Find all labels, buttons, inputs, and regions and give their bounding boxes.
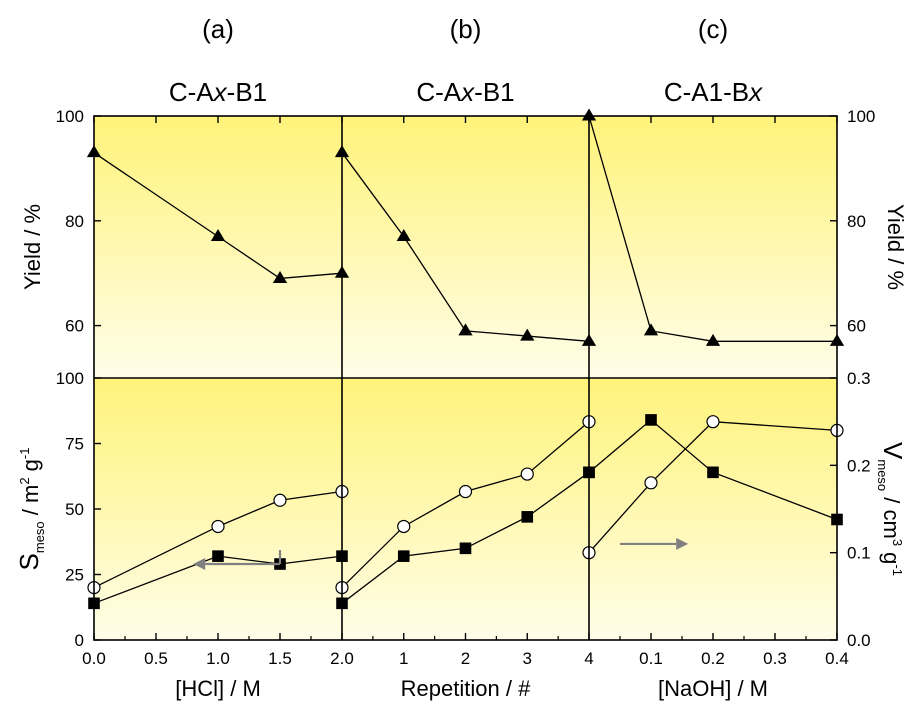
panel-1-xtick-label-2: 0.5 bbox=[144, 649, 168, 668]
vmeso-tick-label-1: 0.0 bbox=[847, 631, 871, 650]
vmeso-tick-label-4: 0.3 bbox=[847, 369, 871, 388]
panel-2-smeso-point-3 bbox=[460, 543, 472, 555]
panel-2-smeso-point-2 bbox=[398, 550, 410, 562]
smeso-tick-label-2: 25 bbox=[65, 566, 84, 585]
panel-1-xtick-label-5: 2.0 bbox=[330, 649, 354, 668]
panel-1-letter: (a) bbox=[202, 14, 234, 44]
panel-1-xlabel: [HCl] / M bbox=[175, 676, 261, 701]
yield-right-tick-label-1: 60 bbox=[847, 317, 866, 336]
panel-3-xlabel: [NaOH] / M bbox=[658, 676, 768, 701]
panel-2-smeso-point-4 bbox=[521, 511, 533, 523]
yield-left-tick-label-1: 60 bbox=[65, 317, 84, 336]
panel-2-xtick-label-2: 2 bbox=[461, 649, 470, 668]
panel-2-xlabel: Repetition / # bbox=[401, 676, 531, 701]
panel-2-title: C-Ax-B1 bbox=[416, 77, 514, 107]
yield-left-tick-label-3: 100 bbox=[56, 107, 84, 126]
smeso-tick-label-3: 50 bbox=[65, 500, 84, 519]
panel-2-letter: (b) bbox=[450, 14, 482, 44]
panel-1-title: C-Ax-B1 bbox=[169, 77, 267, 107]
panel-3-letter: (c) bbox=[698, 14, 728, 44]
vmeso-tick-label-3: 0.2 bbox=[847, 456, 871, 475]
panel-3-xtick-label-3: 0.3 bbox=[763, 649, 787, 668]
panel-3-xtick-label-4: 0.4 bbox=[825, 649, 849, 668]
panel-1-smeso-point-2 bbox=[212, 550, 224, 562]
yield-right-tick-label-3: 100 bbox=[847, 107, 875, 126]
panel-3-xtick-label-1: 0.1 bbox=[639, 649, 663, 668]
panel-2-vmeso-point-3 bbox=[460, 486, 472, 498]
smeso-tick-label-1: 0 bbox=[75, 631, 84, 650]
vmeso-tick-label-2: 0.1 bbox=[847, 544, 871, 563]
yield-left-axis-label: Yield / % bbox=[20, 204, 45, 290]
panel-3-smeso-point-3 bbox=[707, 467, 719, 479]
panel-1-vmeso-point-2 bbox=[212, 520, 224, 532]
vmeso-axis-label: Vmeso / cm3 g-1 bbox=[875, 442, 908, 576]
panel-3-vmeso-point-3 bbox=[707, 416, 719, 428]
panel-2-xtick-label-1: 1 bbox=[399, 649, 408, 668]
panel-2-xtick-label-4: 4 bbox=[584, 649, 593, 668]
panel-2-vmeso-point-4 bbox=[521, 468, 533, 480]
panel-3-xtick-label-2: 0.2 bbox=[701, 649, 725, 668]
meso-plot-area bbox=[94, 378, 837, 640]
panel-3-title: C-A1-Bx bbox=[664, 77, 763, 107]
panel-2-xtick-label-3: 3 bbox=[523, 649, 532, 668]
smeso-tick-label-5: 100 bbox=[56, 369, 84, 388]
panel-1-xtick-label-1: 0.0 bbox=[82, 649, 106, 668]
yield-right-tick-label-2: 80 bbox=[847, 212, 866, 231]
yield-right-axis-label: Yield / % bbox=[883, 204, 908, 290]
panel-3-smeso-point-2 bbox=[645, 414, 657, 426]
panel-2-vmeso-point-2 bbox=[398, 520, 410, 532]
yield-plot-area bbox=[94, 116, 837, 378]
panel-1-vmeso-point-3 bbox=[274, 494, 286, 506]
panel-3-vmeso-point-2 bbox=[645, 477, 657, 489]
smeso-axis-label: Smeso / m2 g-1 bbox=[14, 448, 47, 571]
panel-1-xtick-label-3: 1.0 bbox=[206, 649, 230, 668]
yield-left-tick-label-2: 80 bbox=[65, 212, 84, 231]
smeso-tick-label-4: 75 bbox=[65, 435, 84, 454]
panel-1-xtick-label-4: 1.5 bbox=[268, 649, 292, 668]
